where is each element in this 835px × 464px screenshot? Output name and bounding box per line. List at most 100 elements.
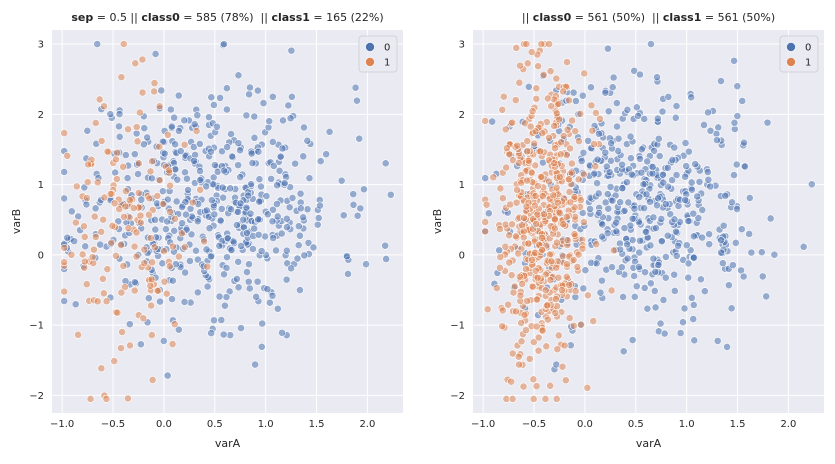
data-point — [60, 297, 69, 305]
data-point — [498, 105, 507, 114]
data-point — [577, 320, 585, 329]
data-point — [202, 245, 211, 254]
data-point — [86, 395, 95, 403]
y-tick-label: −2 — [450, 391, 465, 402]
data-point — [195, 140, 204, 148]
data-point — [635, 248, 644, 257]
data-point — [671, 113, 680, 122]
y-tick-label: 0 — [38, 250, 44, 261]
data-point — [636, 70, 644, 79]
data-point — [617, 263, 626, 272]
data-point — [731, 238, 740, 247]
data-point — [514, 352, 523, 361]
data-point — [728, 198, 736, 207]
data-point — [159, 337, 168, 345]
data-point — [649, 213, 658, 222]
data-point — [148, 258, 157, 267]
data-point — [552, 183, 561, 192]
data-point — [117, 288, 126, 297]
data-point — [623, 105, 632, 114]
data-point — [681, 196, 690, 204]
data-point — [155, 176, 164, 185]
data-point — [641, 268, 649, 277]
data-point — [108, 221, 117, 230]
data-point — [91, 119, 100, 127]
data-point — [654, 260, 663, 269]
data-point — [122, 187, 130, 196]
data-point — [534, 182, 542, 190]
data-point — [762, 292, 771, 301]
data-point — [537, 40, 546, 48]
data-point — [538, 129, 547, 138]
data-point — [481, 218, 490, 226]
data-point — [106, 110, 115, 119]
data-point — [229, 237, 238, 246]
data-point — [82, 194, 91, 202]
data-point — [200, 237, 209, 246]
data-point — [484, 209, 493, 218]
data-point — [538, 233, 546, 242]
data-point — [118, 328, 127, 336]
data-point — [565, 96, 573, 105]
data-point — [202, 206, 211, 215]
data-point — [155, 142, 164, 151]
data-point — [717, 248, 726, 257]
legend-marker — [786, 42, 796, 52]
data-point — [674, 241, 683, 250]
data-point — [168, 340, 177, 348]
data-point — [117, 73, 126, 82]
data-point — [174, 325, 183, 334]
data-point — [130, 286, 139, 295]
data-point — [193, 288, 202, 297]
data-point — [227, 246, 236, 254]
plot-area — [52, 30, 403, 413]
data-point — [576, 109, 585, 118]
data-point — [163, 195, 172, 204]
data-point — [670, 143, 679, 152]
data-point — [730, 171, 738, 179]
data-point — [291, 159, 300, 168]
data-point — [234, 71, 243, 80]
data-point — [507, 271, 516, 280]
data-point — [279, 116, 287, 125]
data-point — [659, 170, 667, 179]
data-point — [690, 253, 698, 262]
data-point — [682, 162, 691, 170]
data-point — [684, 147, 693, 156]
data-point — [676, 329, 685, 337]
data-point — [60, 129, 69, 138]
data-point — [203, 282, 212, 291]
data-point — [96, 240, 105, 249]
data-point — [538, 192, 547, 200]
data-point — [523, 147, 532, 156]
data-point — [554, 198, 562, 207]
y-axis-label: varB — [431, 209, 444, 234]
data-point — [501, 242, 510, 251]
data-point — [124, 394, 132, 403]
data-point — [236, 146, 244, 155]
data-point — [554, 99, 563, 108]
data-point — [740, 138, 748, 147]
data-point — [532, 84, 541, 93]
data-point — [268, 138, 277, 146]
data-point — [561, 376, 570, 385]
data-point — [550, 215, 559, 224]
data-point — [730, 118, 739, 127]
data-point — [151, 215, 159, 224]
data-point — [147, 275, 156, 284]
data-point — [299, 152, 308, 161]
data-point — [554, 273, 563, 282]
data-point — [172, 197, 181, 206]
data-point — [145, 194, 154, 203]
data-point — [144, 294, 153, 303]
data-point — [219, 193, 227, 202]
data-point — [684, 259, 693, 268]
data-point — [273, 181, 281, 190]
data-point — [532, 220, 541, 228]
data-point — [215, 241, 224, 250]
data-point — [551, 308, 560, 317]
data-point — [180, 140, 189, 149]
data-point — [184, 186, 192, 194]
data-point — [551, 144, 559, 153]
